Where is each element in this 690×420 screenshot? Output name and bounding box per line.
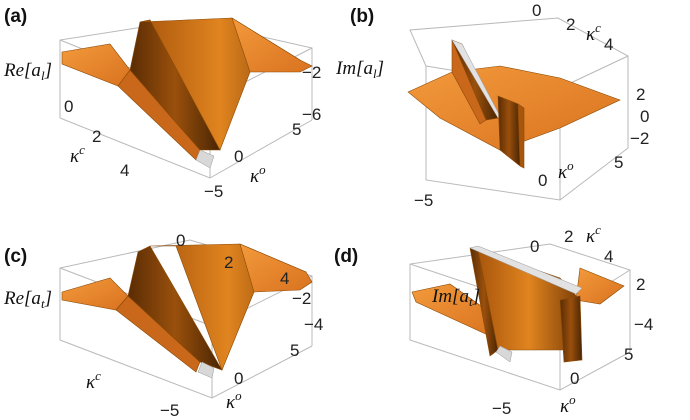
panel-d-ztick: −4 [634,315,653,334]
panel-b-ztick: −2 [630,129,649,148]
panel-d-xtick: −5 [492,399,511,418]
panel-b-y-label: κc [586,20,601,45]
panel-c-y-label: κc [86,368,101,393]
panel-c-letter: (c) [4,246,27,267]
panel-a-ztick: −6 [302,105,321,124]
panel-a-surface [61,17,313,169]
panel-b-surface [407,39,621,169]
panel-d-ytick: 4 [604,247,613,266]
panel-d-z-label: Im[at] [431,286,480,309]
panel-a-ytick: 0 [64,97,73,116]
panel-c-xtick: 0 [234,369,243,388]
panel-a-xtick: 0 [234,147,243,166]
panel-b-ztick: 2 [636,85,645,104]
panel-d-surface [411,245,625,363]
panel-d-letter: (d) [334,246,358,267]
panel-a-ytick: 4 [120,161,129,180]
panel-b-x-label: κo [558,158,574,183]
panel-b-ztick: 0 [640,107,649,126]
panel-b-xtick: 5 [614,153,623,172]
panel-d-x-label: κo [560,392,576,417]
panel-a-x-label: κo [250,162,266,187]
panel-b-xtick: 0 [538,171,547,190]
panel-d-xtick: 5 [624,345,633,364]
panel-c-ytick: 0 [176,231,185,250]
panel-c-xtick: 5 [290,341,299,360]
panel-a: (a) Re[al] −2 −6 0 2 4 κc −5 0 5 κo [3,6,321,201]
panel-a-xtick: 5 [292,120,301,139]
panel-b-ytick: 2 [566,15,575,34]
panel-d-ytick: 0 [530,237,539,256]
panel-c-x-label: κo [226,388,242,413]
panel-b: (b) Im[al] 2 0 −2 0 2 4 κc −5 0 5 κo [335,1,649,210]
panel-c-z-label: Re[at] [3,288,52,311]
panel-b-ytick: 4 [604,35,613,54]
panel-b-letter: (b) [350,6,374,27]
panel-d-ytick: 2 [564,227,573,246]
panel-d-y-label: κc [586,222,601,247]
panel-a-z-label: Re[al] [3,60,52,83]
panel-a-y-label: κc [70,142,85,167]
panel-a-ztick: −2 [302,63,321,82]
panel-c-ytick: 4 [280,269,289,288]
panel-a-letter: (a) [4,6,27,27]
panel-a-ytick: 2 [92,127,101,146]
panel-c-xtick: −5 [160,401,179,420]
panel-d-ztick: 2 [636,275,645,294]
panel-b-xtick: −5 [414,191,433,210]
panel-d: (d) Im[at] 2 −4 0 2 4 κc −5 0 5 κo [334,222,653,418]
panel-d-xtick: 0 [570,369,579,388]
panel-c-ztick: −4 [304,315,323,334]
panel-b-z-label: Im[al] [335,58,384,81]
panel-c: (c) Re[at] −2 −4 0 2 4 κc −5 0 5 κo [3,231,323,420]
panel-a-xtick: −5 [204,182,223,201]
panel-c-surface [61,243,313,379]
panel-c-ytick: 2 [224,253,233,272]
panel-c-ztick: −2 [292,289,311,308]
panel-b-ytick: 0 [532,1,541,20]
